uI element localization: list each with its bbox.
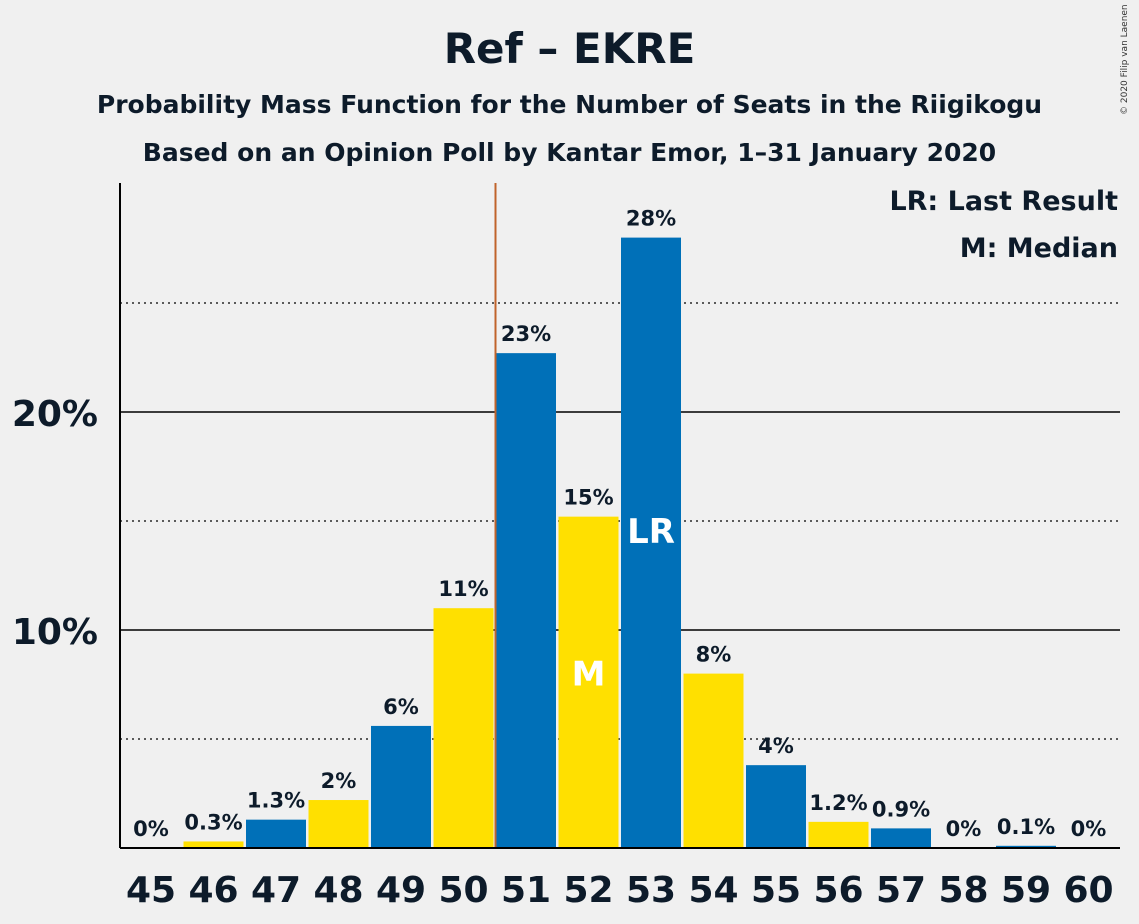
x-tick-label: 55 [751,870,801,911]
data-label: 2% [321,769,357,793]
bar-seat-59 [996,845,1056,848]
legend: LR: Last Result M: Median [889,186,1118,264]
data-label: 15% [563,486,613,510]
x-tick-label: 48 [313,870,363,911]
data-label: 8% [696,643,732,667]
x-tick-label: 46 [188,870,238,911]
bar-seat-52 [558,516,619,848]
bar-seat-57 [871,828,931,848]
chart-subtitle: Probability Mass Function for the Number… [96,90,1043,119]
bar-seat-48 [308,800,369,848]
data-label: 23% [501,322,551,346]
x-tick-label: 50 [438,870,488,911]
x-tick-label: 49 [376,870,426,911]
last-result-marker: LR [627,512,675,552]
data-label: 0.9% [872,797,930,821]
data-label: 0.1% [997,815,1055,839]
x-tick-label: 51 [501,870,551,911]
x-tick-label: 47 [251,870,301,911]
chart-title: Ref – EKRE [443,24,696,73]
x-tick-label: 54 [688,870,738,911]
bar-seat-49 [371,725,431,848]
median-marker: M [572,655,606,695]
bar-seat-55 [746,765,806,848]
legend-median: M: Median [960,233,1118,264]
x-tick-label: 60 [1063,870,1113,911]
bar-seat-54 [683,673,744,848]
data-label: 4% [758,734,794,758]
axes: 10% 20% 45 46 47 48 49 50 51 52 53 54 55 56 57 58 59 60 [12,183,1120,911]
bar-seat-46 [183,841,244,848]
data-label: 0.3% [184,810,242,834]
bar-seat-56 [808,821,869,848]
data-labels: 0% 0.3%1.3% 2% 6% 11% 23% 15% 28% 8% 4% 1.2% 0.9% 0%… [133,207,1106,841]
y-tick-label: 10% [12,612,98,653]
data-label: 11% [438,577,488,601]
x-tick-label: 56 [813,870,863,911]
bar-seat-51 [496,353,556,848]
data-label: 1.3% [247,789,305,813]
data-label: 0% [946,817,982,841]
data-label: 0% [1071,817,1107,841]
x-tick-label: 59 [1001,870,1051,911]
bar-seat-50 [433,608,494,848]
y-tick-label: 20% [12,394,98,435]
x-tick-label: 52 [563,870,613,911]
data-label: 28% [626,207,676,231]
bar-seat-47 [246,819,306,848]
data-label: 1.2% [809,791,867,815]
x-tick-label: 53 [626,870,676,911]
legend-last-result: LR: Last Result [889,186,1118,217]
bars [183,237,1056,849]
x-tick-label: 58 [938,870,988,911]
gridlines [120,302,1120,740]
x-tick-label: 45 [126,870,176,911]
x-tick-label: 57 [876,870,926,911]
chart-source-line: Based on an Opinion Poll by Kantar Emor,… [142,138,997,167]
data-label: 6% [383,695,419,719]
bar-seat-53 [621,237,681,849]
data-label: 0% [133,817,169,841]
